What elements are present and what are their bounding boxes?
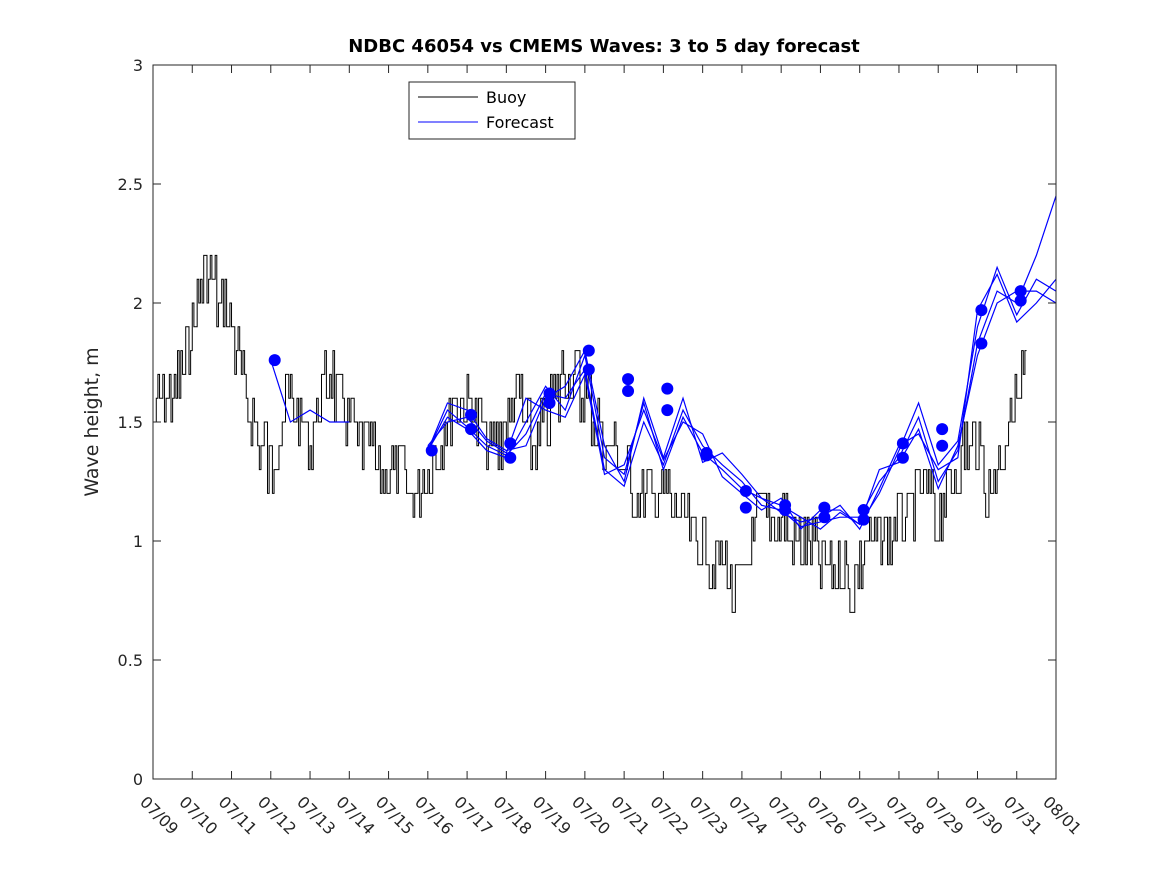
forecast-marker xyxy=(543,396,556,409)
forecast-marker xyxy=(818,501,831,514)
forecast-marker xyxy=(1014,294,1027,307)
forecast-marker xyxy=(504,437,517,450)
forecast-marker xyxy=(857,504,870,517)
y-tick-label: 1 xyxy=(133,532,143,551)
forecast-marker xyxy=(975,304,988,317)
y-tick-label: 1.5 xyxy=(118,413,143,432)
forecast-marker xyxy=(582,363,595,376)
forecast-marker xyxy=(622,385,635,398)
y-axis-ticks: 0 0.5 1 1.5 2 2.5 3 xyxy=(118,56,1056,789)
forecast-marker xyxy=(896,451,909,464)
y-tick-label: 2 xyxy=(133,294,143,313)
forecast-line xyxy=(270,359,350,423)
forecast-marker xyxy=(622,373,635,386)
legend-forecast-label: Forecast xyxy=(486,113,554,132)
legend-buoy-label: Buoy xyxy=(486,88,526,107)
legend: Buoy Forecast xyxy=(408,81,576,140)
forecast-marker xyxy=(661,382,674,395)
forecast-marker xyxy=(465,423,478,436)
forecast-marker xyxy=(739,501,752,514)
forecast-marker xyxy=(1014,285,1027,298)
forecast-marker xyxy=(661,404,674,417)
forecast-marker xyxy=(582,344,595,357)
buoy-series xyxy=(153,254,1027,613)
buoy-line xyxy=(153,254,1027,613)
y-tick-label: 0 xyxy=(133,770,143,789)
forecast-marker xyxy=(425,444,438,457)
forecast-marker xyxy=(975,337,988,350)
forecast-marker xyxy=(739,485,752,498)
forecast-marker xyxy=(543,387,556,400)
forecast-marker xyxy=(818,511,831,524)
y-tick-label: 2.5 xyxy=(118,175,143,194)
forecast-marker xyxy=(936,439,949,452)
forecast-marker xyxy=(936,423,949,436)
forecast-marker xyxy=(700,449,713,462)
chart-title: NDBC 46054 vs CMEMS Waves: 3 to 5 day fo… xyxy=(348,36,860,57)
y-axis-label: Wave height, m xyxy=(81,347,103,496)
legend-box xyxy=(408,81,576,140)
forecast-marker xyxy=(857,513,870,526)
forecast-markers xyxy=(268,285,1027,526)
y-tick-label: 3 xyxy=(133,56,143,75)
forecast-marker xyxy=(268,354,281,367)
forecast-marker xyxy=(896,437,909,450)
forecast-marker xyxy=(465,408,478,421)
forecast-marker xyxy=(504,451,517,464)
forecast-marker xyxy=(779,504,792,517)
y-tick-label: 0.5 xyxy=(118,651,143,670)
forecast-line xyxy=(427,265,1057,530)
